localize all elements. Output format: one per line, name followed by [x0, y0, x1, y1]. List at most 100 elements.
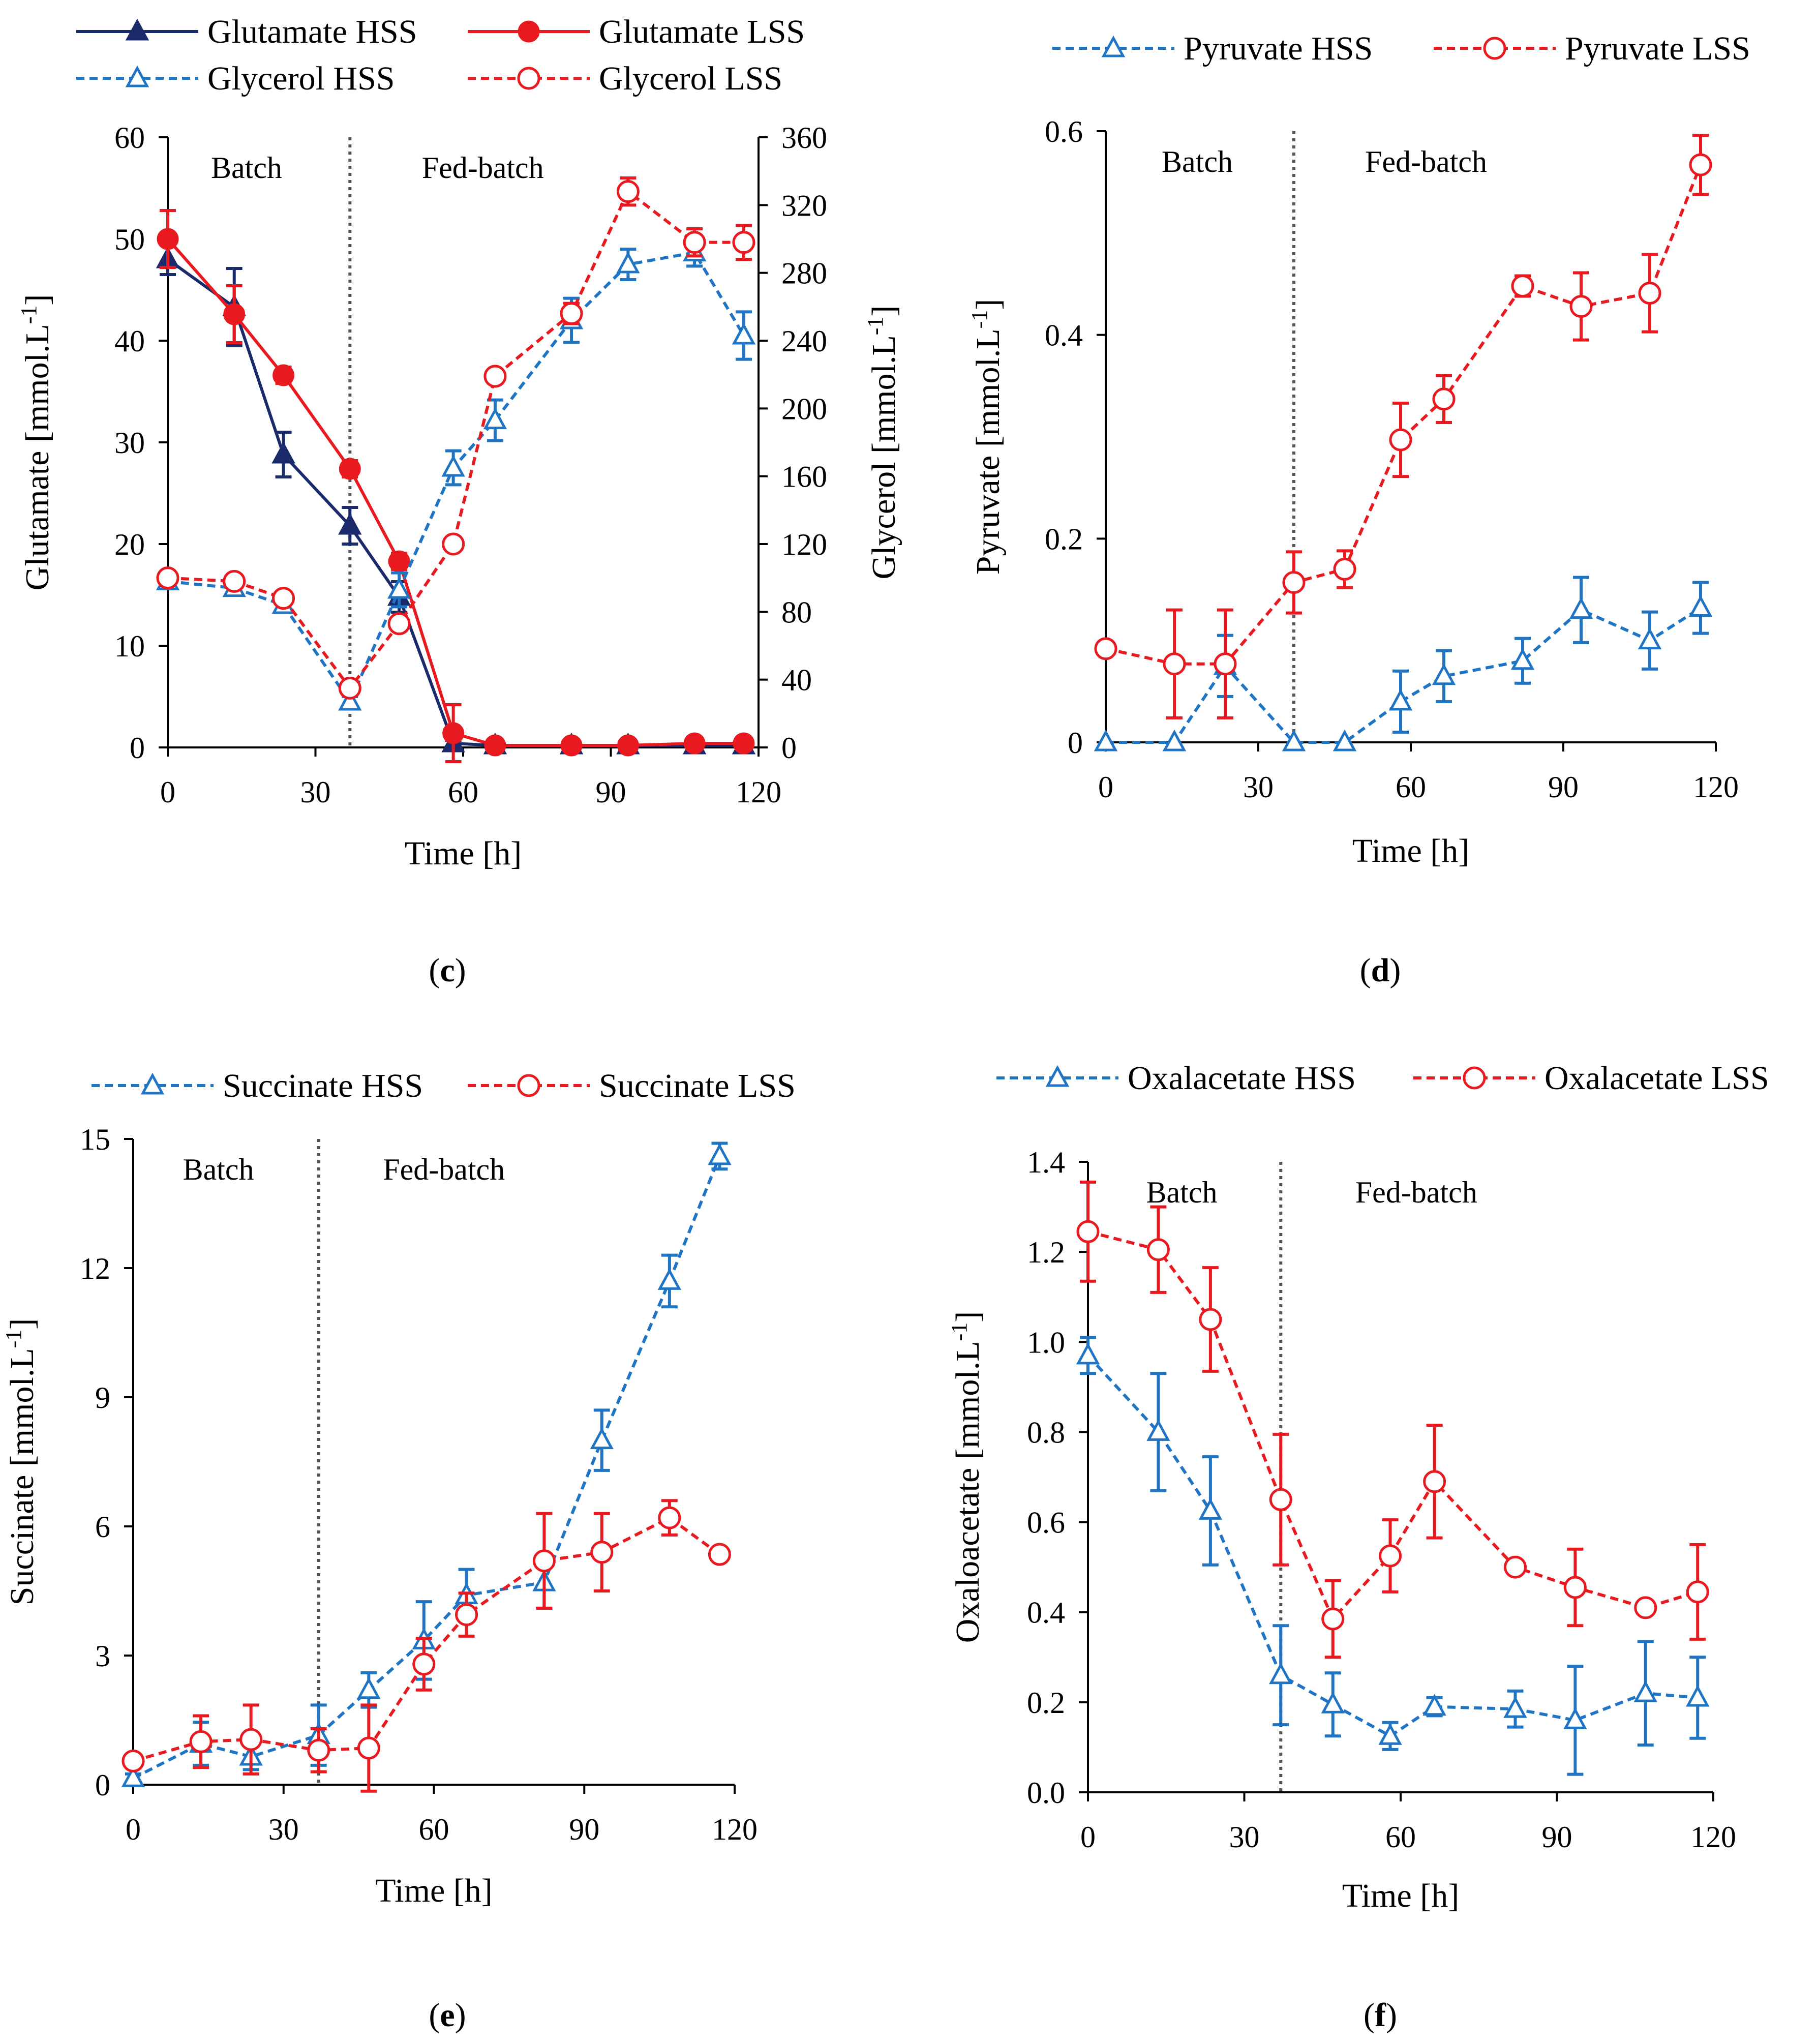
fed-batch-label: Fed-batch — [422, 151, 544, 185]
batch-label: Batch — [211, 151, 282, 185]
x-tick-label: 90 — [1548, 770, 1579, 804]
legend-entry: Oxalacetate HSS — [996, 1060, 1356, 1097]
data-point — [1422, 1694, 1446, 1716]
y-tick-label: 0.6 — [1045, 115, 1083, 148]
data-point — [1563, 1576, 1587, 1599]
data-point — [1634, 1596, 1657, 1619]
data-point — [1321, 1692, 1345, 1714]
batch-label: Batch — [1162, 145, 1233, 178]
series-glycerol-lss — [156, 176, 755, 700]
legend-entry: Glycerol LSS — [468, 60, 782, 97]
y-tick-label: 1.2 — [1027, 1236, 1065, 1269]
y-tick-label: 1.4 — [1027, 1146, 1065, 1179]
data-point — [388, 550, 410, 573]
data-point — [455, 1603, 478, 1627]
panel-label-f: (f) — [1364, 1997, 1397, 2034]
legend-label: Pyruvate HSS — [1184, 30, 1373, 67]
y-tick-label: 0.0 — [1027, 1776, 1065, 1810]
data-point — [1076, 1220, 1100, 1243]
data-point — [708, 1143, 732, 1165]
panel-d: 0 30 60 90 120 0 0.2 0.4 0.6 Batch Fed-batch Time [… — [967, 30, 1750, 869]
data-point — [1389, 428, 1412, 452]
data-point — [1638, 627, 1662, 650]
data-point — [616, 251, 640, 274]
data-point — [1333, 557, 1356, 581]
y-tick-label: 0.2 — [1045, 522, 1083, 556]
y2-tick-label: 0 — [781, 731, 797, 765]
y-tick-label: 50 — [114, 223, 145, 256]
legend-entry: Pyruvate LSS — [1434, 30, 1750, 67]
panel-label-d-open: ( — [1360, 952, 1371, 989]
series-line — [1106, 607, 1702, 744]
x-tick-label: 60 — [448, 775, 478, 809]
data-point — [1198, 1498, 1223, 1520]
x-axis-title: Time [h] — [1352, 832, 1469, 869]
x-tick-label: 120 — [1693, 770, 1739, 804]
x-axis-title: Time [h] — [375, 1872, 492, 1909]
series-line — [132, 1155, 721, 1780]
data-point — [189, 1730, 213, 1753]
y2-tick-label: 80 — [781, 595, 812, 629]
legend-swatch-marker — [1101, 35, 1126, 57]
y-axis-title: Pyruvate [mmol.L-1] — [967, 299, 1007, 575]
y2-tick-label: 320 — [781, 189, 827, 222]
y2-axis-title-bracket: ] — [865, 306, 902, 317]
data-point — [339, 458, 361, 480]
batch-label: Batch — [183, 1153, 254, 1186]
series-oxalacetate-lss — [1076, 1180, 1709, 1659]
data-point — [1379, 1544, 1402, 1568]
data-point — [272, 587, 295, 610]
legend-label: Oxalacetate HSS — [1128, 1060, 1356, 1097]
y-tick-label: 20 — [114, 528, 145, 561]
data-point — [223, 569, 246, 593]
panel-label-e: (e) — [429, 1997, 466, 2034]
series-line — [133, 1516, 721, 1763]
data-point — [1388, 688, 1413, 711]
y-tick-label: 30 — [114, 426, 145, 460]
x-tick-label: 0 — [126, 1813, 141, 1846]
y2-tick-label: 280 — [781, 257, 827, 290]
data-point — [307, 1738, 330, 1762]
x-tick-label: 30 — [300, 775, 331, 809]
data-point — [1163, 652, 1186, 676]
data-point — [1162, 729, 1187, 752]
data-point — [560, 734, 583, 757]
data-point — [657, 1268, 682, 1290]
data-point — [1282, 729, 1306, 752]
data-point — [1423, 1470, 1446, 1493]
y-axis-title-exponent: -1 — [1, 1330, 26, 1348]
legend-swatch-marker — [125, 18, 149, 41]
panel-label-c-letter: c — [440, 952, 455, 989]
data-point — [1269, 1488, 1292, 1511]
y2-tick-label: 120 — [781, 528, 827, 561]
panel-label-e-close: ) — [455, 1997, 466, 2034]
y-tick-label: 60 — [114, 121, 145, 155]
data-point — [1686, 1685, 1710, 1707]
data-point — [1510, 648, 1535, 670]
data-point — [733, 732, 755, 755]
data-point — [658, 1506, 681, 1529]
y2-tick-label: 240 — [781, 324, 827, 358]
x-tick-label: 30 — [1229, 1820, 1260, 1854]
y2-tick-label: 40 — [781, 664, 812, 697]
fed-batch-label: Fed-batch — [383, 1153, 505, 1186]
data-point — [1688, 595, 1713, 617]
panel-label-e-open: ( — [429, 1997, 440, 2034]
y-tick-label: 0.2 — [1027, 1686, 1065, 1720]
x-tick-label: 60 — [419, 1813, 449, 1846]
panel-label-c: (c) — [429, 952, 466, 989]
data-point — [357, 1736, 380, 1760]
data-point — [1432, 387, 1456, 411]
legend-swatch-marker — [1483, 37, 1506, 60]
data-point — [1378, 1723, 1402, 1745]
data-point — [683, 231, 706, 254]
data-point — [338, 688, 362, 711]
legend-label: Glutamate LSS — [599, 13, 805, 50]
legend-swatch-marker — [140, 1072, 165, 1095]
x-axis-title: Time [h] — [405, 835, 522, 872]
y-axis-title-exponent: -1 — [16, 306, 41, 324]
legend-entry: Glutamate HSS — [76, 13, 417, 50]
data-point — [732, 231, 755, 254]
x-tick-label: 0 — [1080, 1820, 1096, 1854]
data-point — [1689, 153, 1712, 176]
